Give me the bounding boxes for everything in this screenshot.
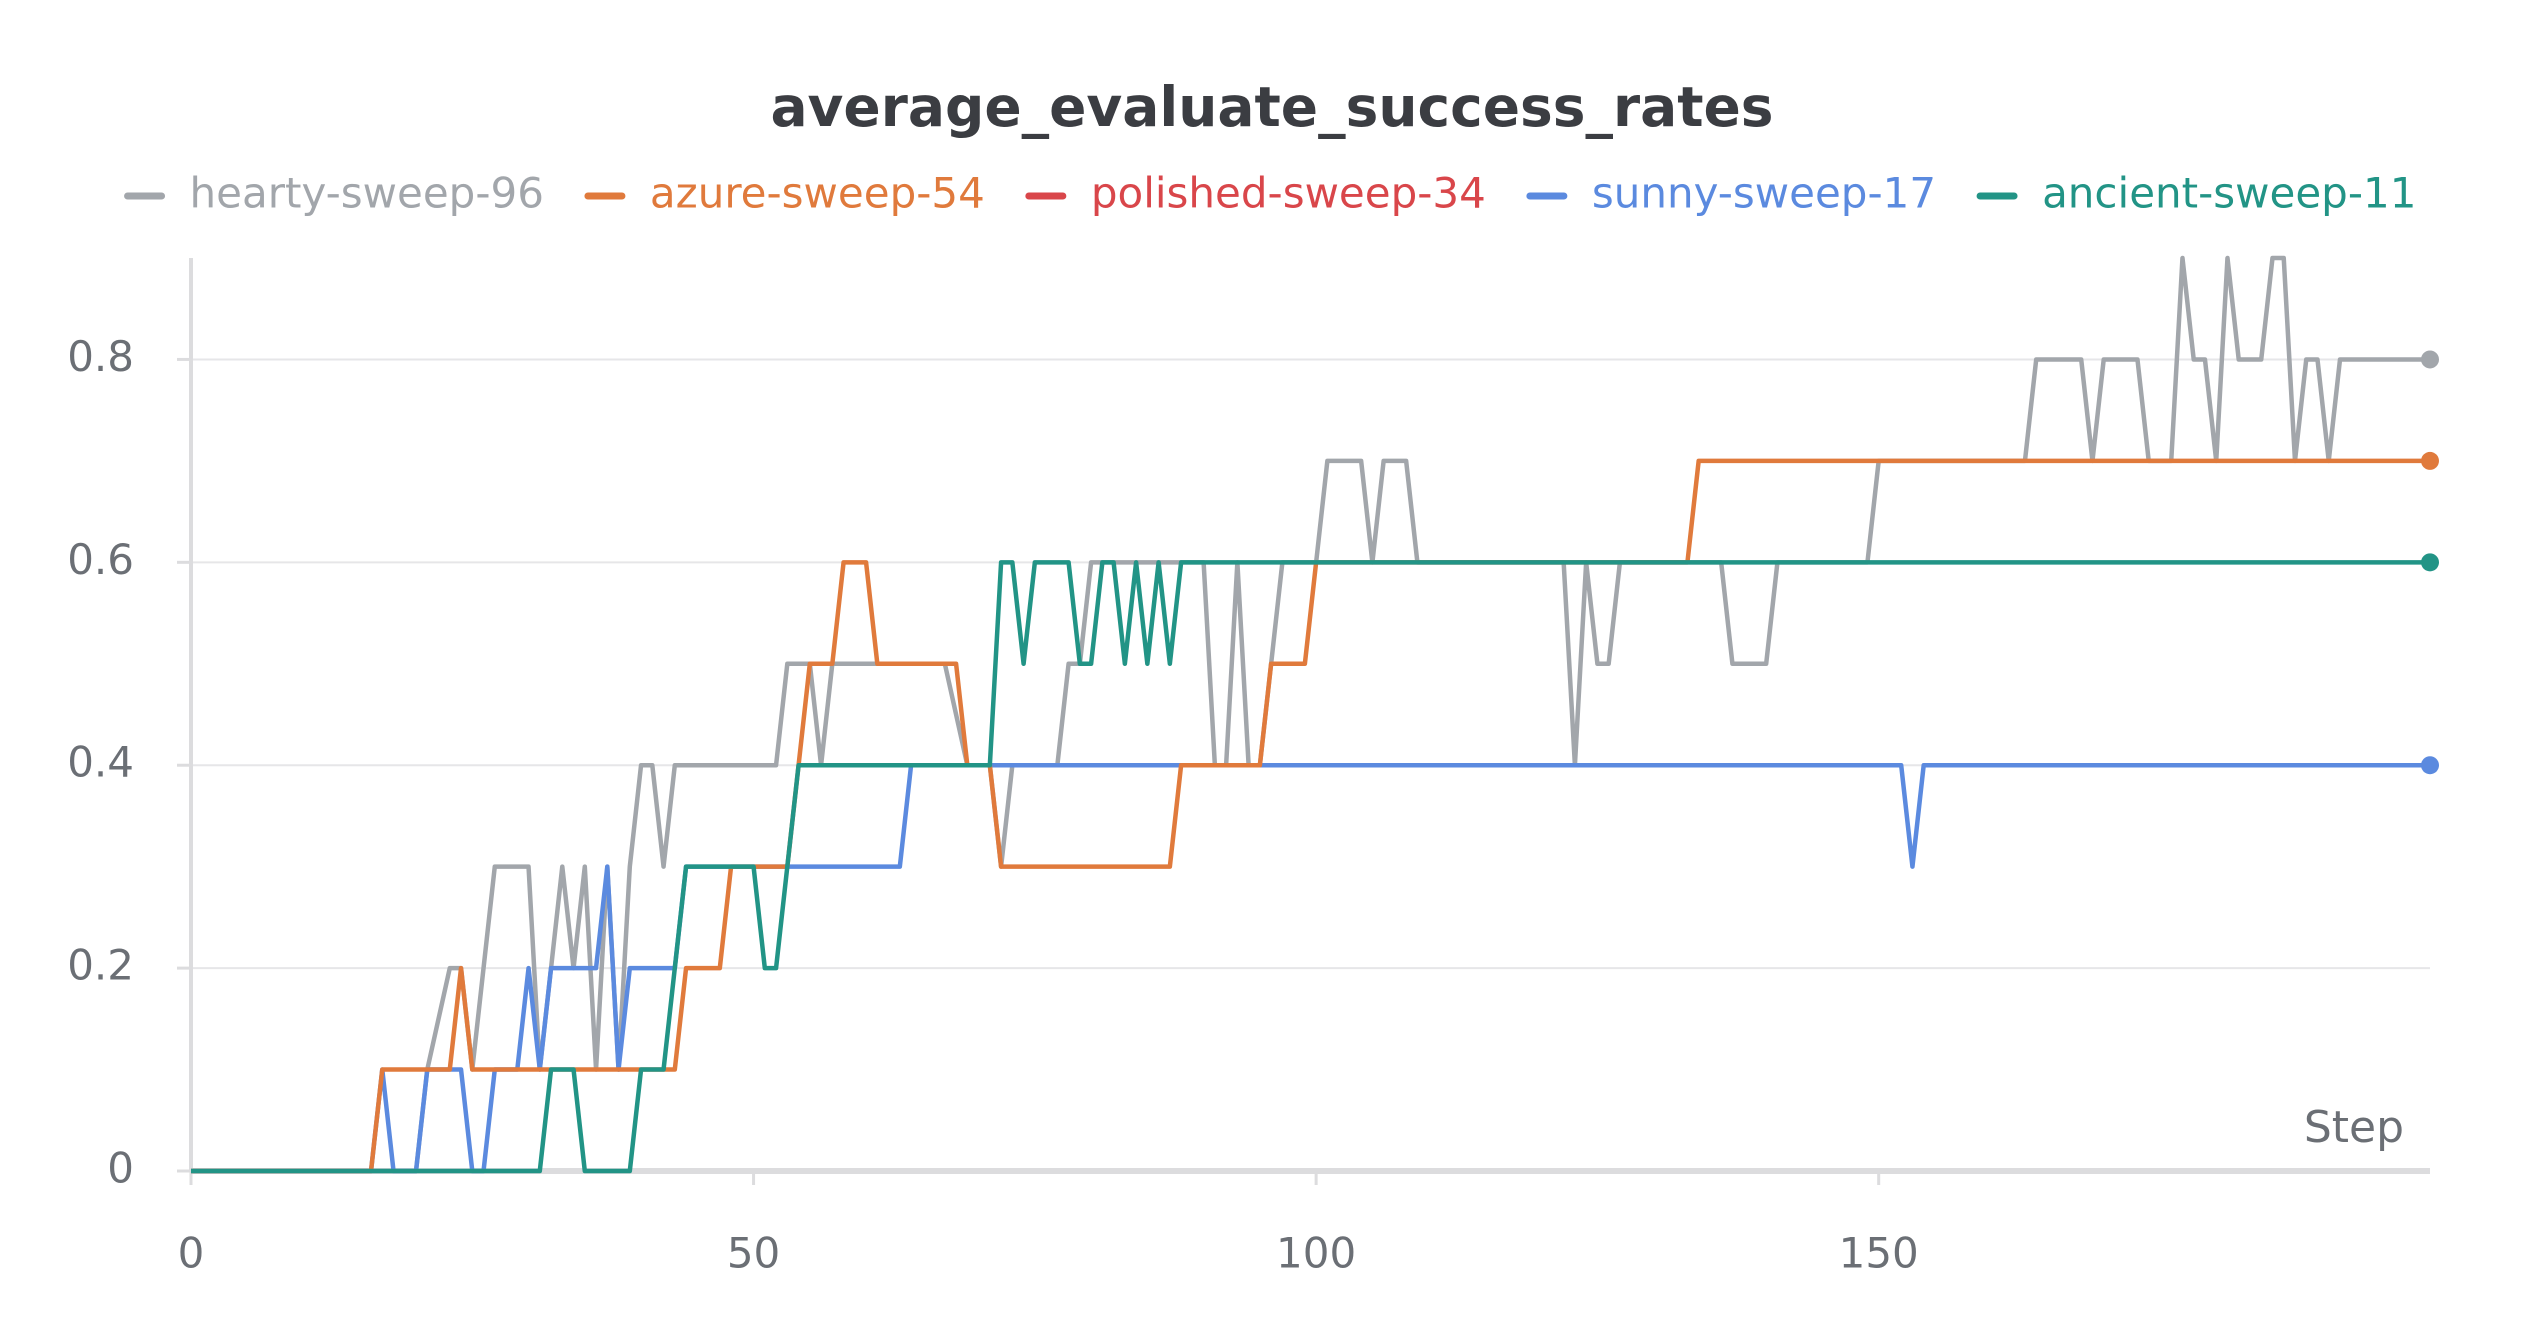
legend-label: azure-sweep-54 [650, 169, 985, 218]
x-tick-label: 150 [1839, 1229, 1919, 1278]
legend-label: hearty-sweep-96 [190, 169, 544, 218]
legend-item: sunny-sweep-17 [1526, 169, 1936, 218]
legend-item: azure-sweep-54 [584, 169, 985, 218]
series-line [191, 560, 2430, 1174]
series-line [191, 458, 2430, 1174]
legend-item: hearty-sweep-96 [124, 169, 544, 218]
series-line [191, 762, 2430, 1174]
y-tick-label: 0 [107, 1144, 134, 1193]
x-axis-label: Step [2304, 1102, 2404, 1153]
y-tick-label: 0.8 [67, 332, 134, 381]
legend-label: ancient-sweep-11 [2042, 169, 2416, 218]
legend-item: ancient-sweep-11 [1976, 169, 2416, 218]
y-tick-label: 0.6 [67, 535, 134, 584]
end-point [2421, 553, 2439, 572]
end-point [2421, 451, 2439, 470]
x-tick-label: 100 [1276, 1229, 1356, 1278]
series-line [191, 255, 2430, 1174]
legend-item: polished-sweep-34 [1025, 169, 1486, 218]
end-point [2421, 350, 2439, 369]
x-tick-label: 0 [178, 1229, 205, 1278]
x-tick-label: 50 [727, 1229, 780, 1278]
chart-title: average_evaluate_success_rates [770, 75, 1773, 139]
legend-label: polished-sweep-34 [1091, 169, 1486, 218]
legend-label: sunny-sweep-17 [1592, 169, 1936, 218]
y-tick-label: 0.4 [67, 738, 134, 787]
y-tick-label: 0.2 [67, 941, 134, 990]
end-point [2421, 756, 2439, 775]
legend: hearty-sweep-96 azure-sweep-54 polished-sw… [124, 169, 2416, 218]
